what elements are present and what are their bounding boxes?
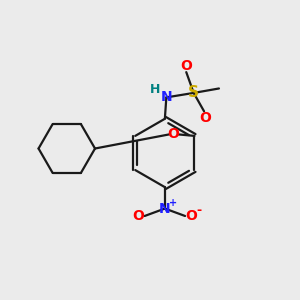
Text: H: H — [150, 82, 160, 96]
Text: S: S — [188, 85, 199, 100]
Text: O: O — [132, 209, 144, 223]
Text: N: N — [160, 90, 172, 104]
Text: O: O — [200, 111, 211, 125]
Text: +: + — [169, 198, 177, 208]
Text: O: O — [186, 209, 197, 223]
Text: O: O — [180, 58, 192, 73]
Text: -: - — [197, 204, 202, 217]
Text: N: N — [159, 202, 171, 216]
Text: O: O — [167, 127, 179, 141]
